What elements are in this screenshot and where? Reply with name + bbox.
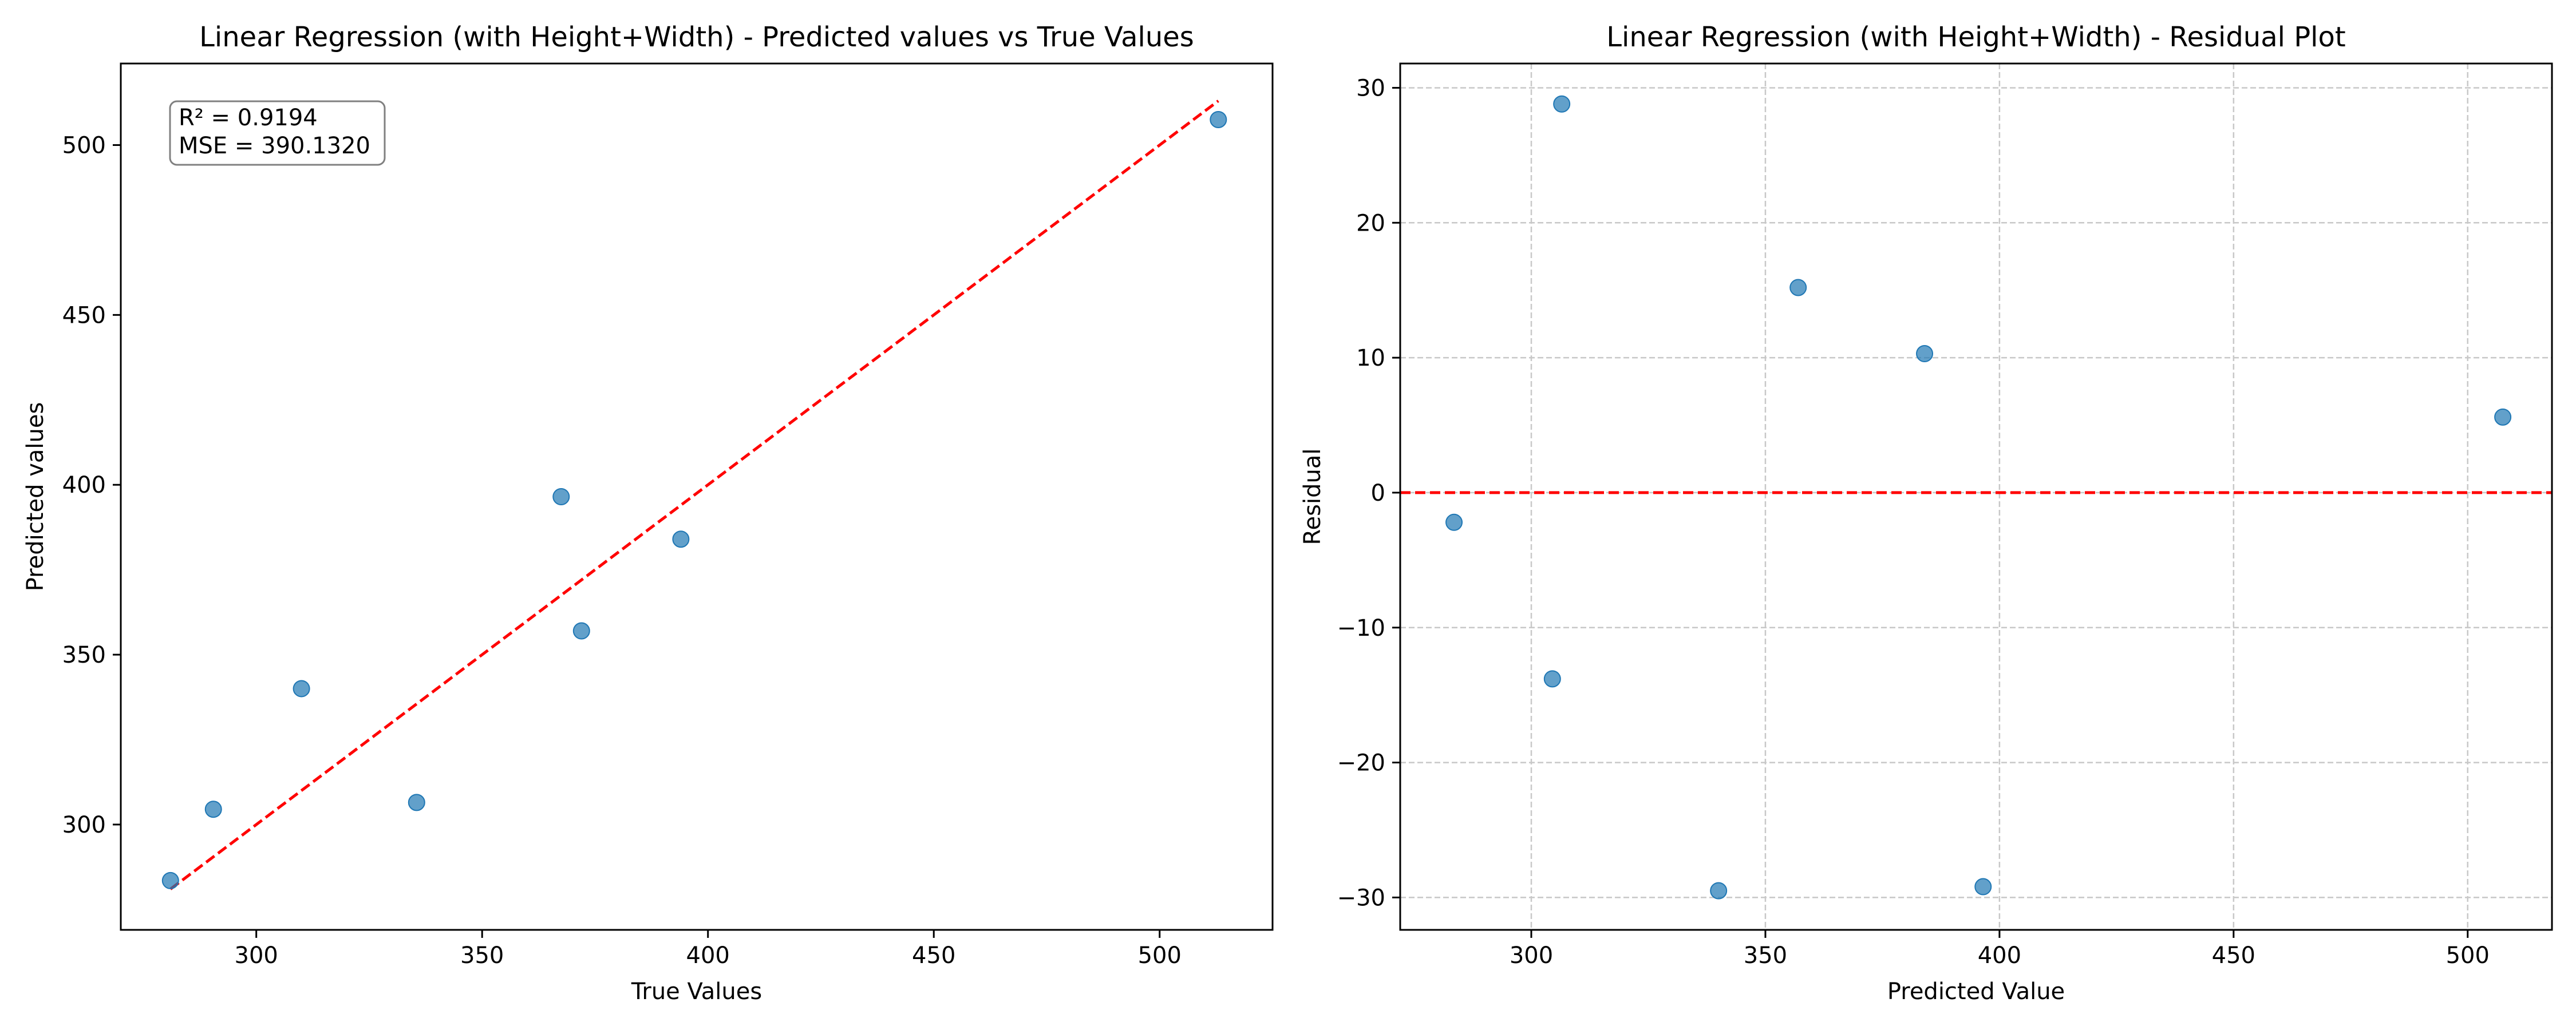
y-tick-label: −20	[1337, 750, 1385, 777]
y-tick-label: 450	[62, 302, 106, 328]
y-tick-label: −30	[1337, 885, 1385, 911]
x-axis-label: True Values	[631, 978, 762, 1005]
x-tick-label: 500	[1138, 942, 1182, 969]
x-axis-ticks: 300 350 400 450 500	[235, 930, 1182, 969]
y-tick-label: 30	[1356, 75, 1385, 101]
scatter-points	[161, 110, 1227, 889]
identity-reference-line	[169, 100, 1219, 890]
chart-title: Linear Regression (with Height+Width) - …	[1606, 21, 2345, 53]
y-tick-label: 20	[1356, 210, 1385, 236]
plot-area	[1399, 62, 2553, 931]
data-point	[408, 794, 425, 811]
data-point	[1916, 345, 1934, 363]
scatter-points	[1445, 95, 2512, 900]
y-tick-label: 350	[62, 642, 106, 668]
data-point	[672, 530, 690, 548]
y-tick-label: 400	[62, 472, 106, 498]
y-tick-label: 0	[1371, 480, 1385, 506]
r2-text: R² = 0.9194	[179, 105, 318, 131]
data-point	[2494, 408, 2512, 426]
data-point	[572, 622, 590, 640]
mse-text: MSE = 390.1320	[179, 133, 370, 159]
x-tick-label: 400	[1978, 942, 2021, 969]
annotation-box	[169, 100, 386, 166]
reference-line-group	[169, 100, 1219, 890]
y-tick-label: 500	[62, 132, 106, 159]
x-tick-label: 350	[460, 942, 504, 969]
x-tick-label: 300	[235, 942, 278, 969]
data-point	[552, 488, 570, 505]
residual-panel: Linear Regression (with Height+Width) - …	[1299, 21, 2553, 1005]
predicted-vs-true-panel: Linear Regression (with Height+Width) - …	[22, 21, 1274, 1005]
data-point	[204, 801, 222, 818]
data-point	[1789, 279, 1807, 296]
y-tick-label: 10	[1356, 345, 1385, 371]
y-axis-label: Residual	[1299, 449, 1326, 545]
x-tick-label: 450	[2212, 942, 2255, 969]
x-tick-label: 450	[912, 942, 955, 969]
x-tick-label: 400	[686, 942, 730, 969]
x-tick-label: 500	[2446, 942, 2490, 969]
x-axis-label: Predicted Value	[1887, 978, 2065, 1005]
x-tick-label: 300	[1510, 942, 1553, 969]
plot-area	[120, 62, 1274, 931]
y-tick-label: 300	[62, 812, 106, 838]
metrics-annotation: R² = 0.9194 MSE = 390.1320	[169, 100, 386, 166]
y-axis-label: Predicted values	[22, 402, 49, 592]
y-axis-ticks: −30 −20 −10 0 10 20 30	[1337, 75, 1400, 911]
data-point	[1974, 878, 1992, 896]
data-point	[293, 680, 310, 698]
chart-title: Linear Regression (with Height+Width) - …	[199, 21, 1194, 53]
data-point	[161, 871, 179, 889]
data-point	[1553, 95, 1571, 113]
y-tick-label: −10	[1337, 615, 1385, 641]
data-point	[1543, 670, 1561, 688]
grid-lines	[1400, 64, 2552, 930]
data-point	[1710, 882, 1728, 900]
data-point	[1210, 110, 1227, 128]
x-axis-ticks: 300 350 400 450 500	[1510, 930, 2490, 969]
data-point	[1445, 513, 1463, 531]
x-tick-label: 350	[1744, 942, 1787, 969]
y-axis-ticks: 300 350 400 450 500	[62, 132, 121, 838]
